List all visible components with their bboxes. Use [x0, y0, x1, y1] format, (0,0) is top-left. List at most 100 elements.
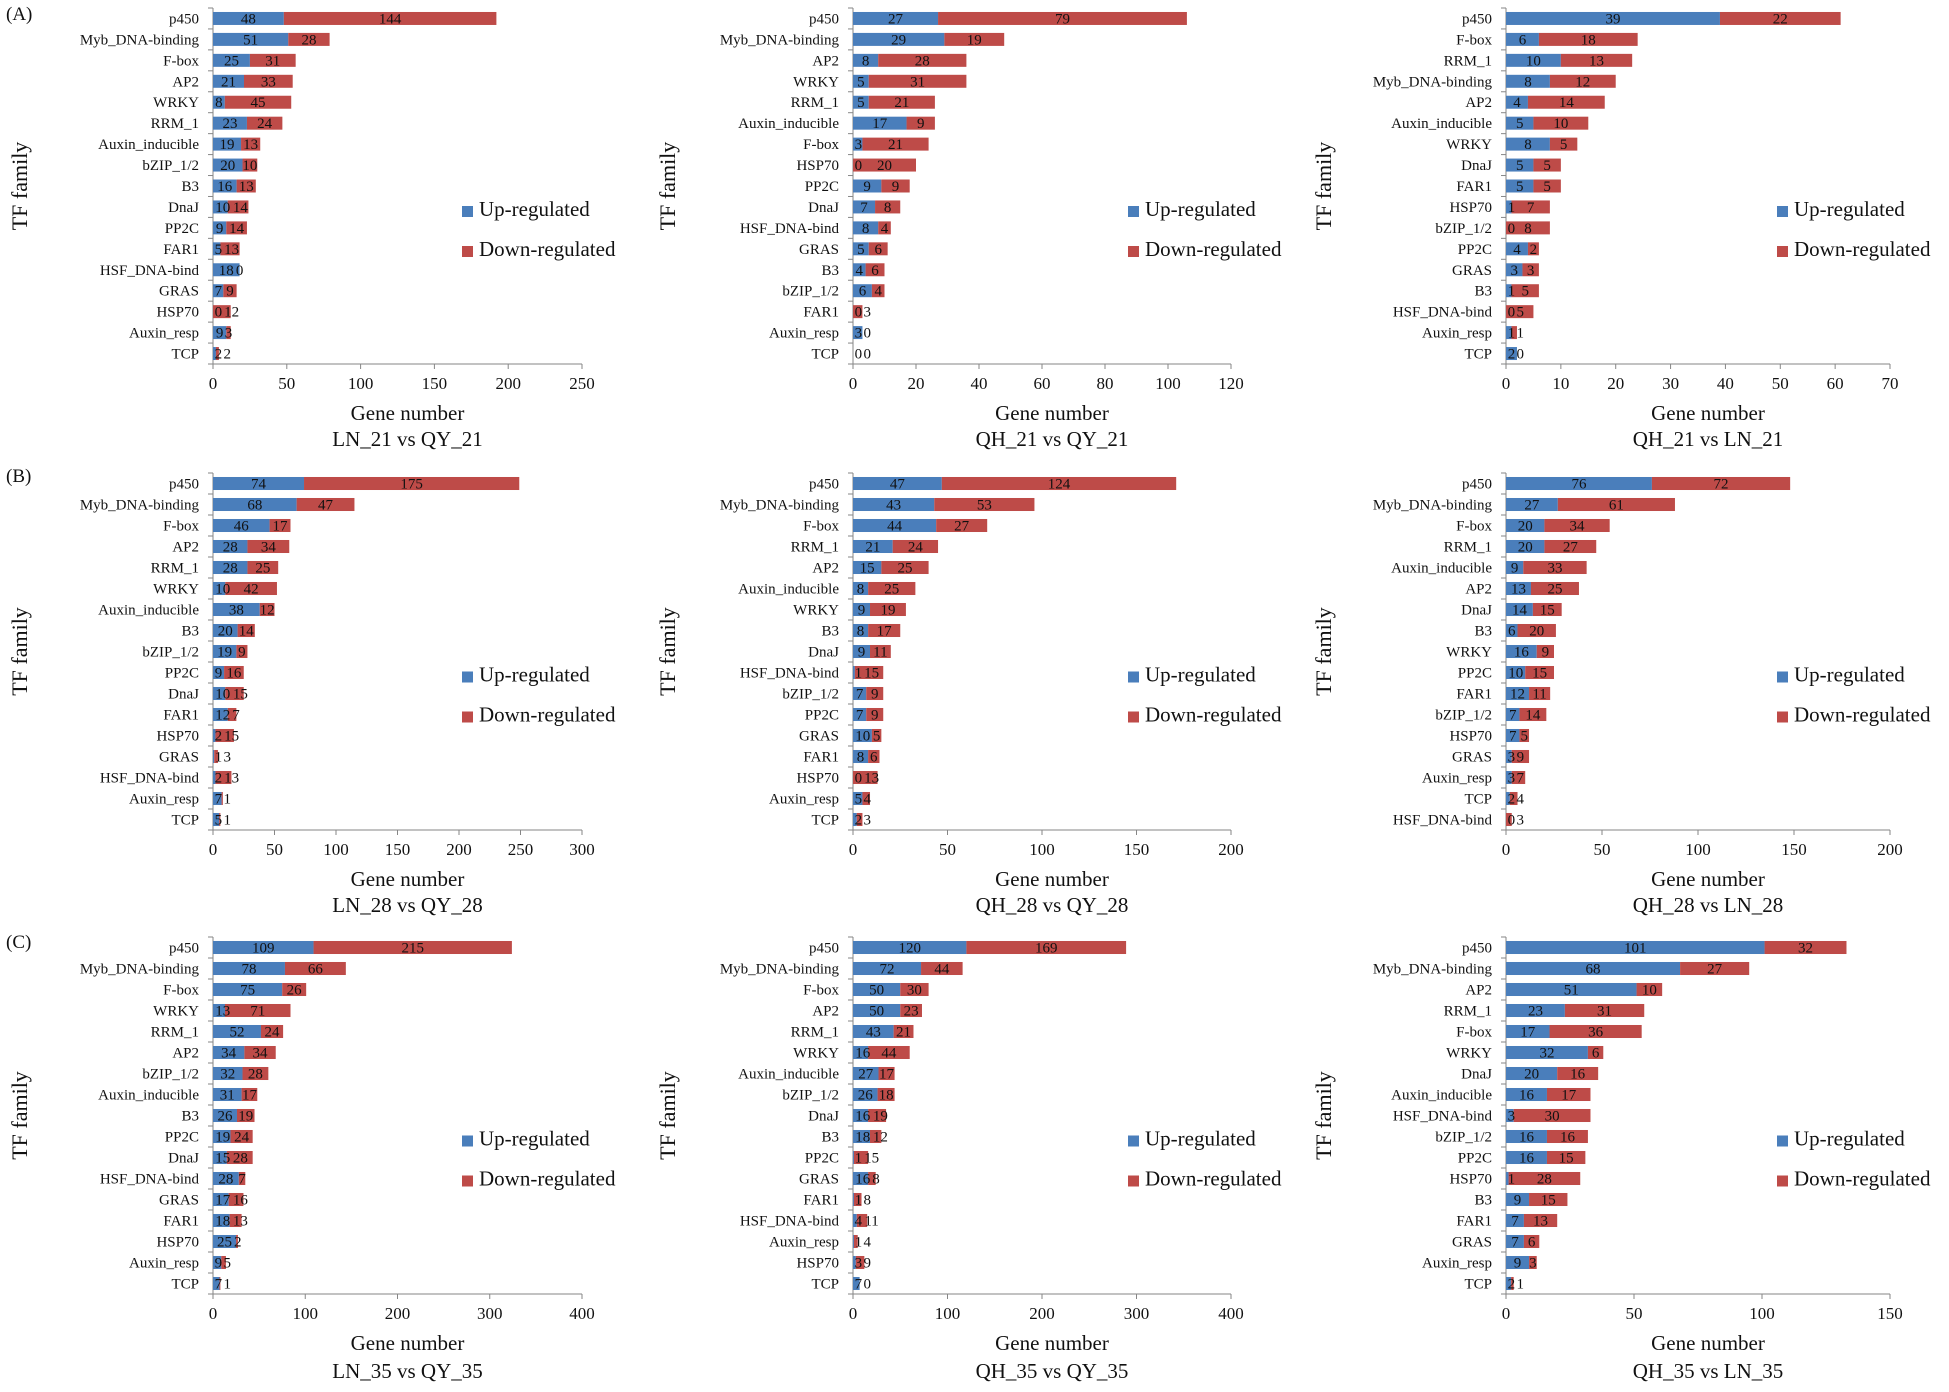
data-label-up: 0: [855, 305, 863, 321]
data-label-up: 8: [862, 53, 870, 69]
x-axis-title: Gene number: [351, 867, 465, 891]
bar-up: [213, 326, 227, 340]
category-label: F-box: [803, 137, 839, 153]
legend-label-down: Down-regulated: [1794, 703, 1931, 727]
data-label-down: 33: [261, 74, 276, 90]
data-label-up: 3: [1510, 263, 1518, 279]
bar-down: [938, 11, 1187, 25]
category-label: RRM_1: [151, 1025, 199, 1041]
data-label-up: 6: [1508, 624, 1516, 640]
bar-up: [213, 665, 225, 680]
bar-up: [853, 539, 893, 554]
bar-down: [238, 1171, 246, 1186]
data-label-down: 3: [1527, 263, 1535, 279]
bar-up: [853, 707, 867, 722]
legend-label-up: Up-regulated: [479, 1127, 590, 1151]
data-label-up: 0: [855, 771, 863, 787]
data-label-up: 3: [855, 137, 863, 153]
category-label: HSP70: [796, 771, 839, 787]
bar-down: [870, 1129, 882, 1144]
data-label-up: 3: [1508, 771, 1516, 787]
data-label-up: 19: [217, 645, 232, 661]
bar-up: [1506, 326, 1512, 340]
data-label-up: 34: [221, 1046, 237, 1062]
bar-up: [213, 518, 270, 533]
y-axis-title: TF family: [7, 142, 32, 231]
data-label-down: 4: [881, 221, 889, 237]
data-label-up: 16: [855, 1109, 871, 1125]
data-label-down: 16: [1570, 1067, 1586, 1083]
bar-up: [213, 791, 222, 806]
data-label-down: 14: [1559, 95, 1575, 111]
bar-down: [1525, 665, 1554, 680]
category-label: GRAS: [799, 1172, 839, 1188]
bar-down: [1651, 476, 1791, 491]
bar-up: [1506, 1024, 1550, 1039]
data-label-up: 9: [1514, 1193, 1522, 1209]
bar-down: [966, 940, 1127, 955]
category-label: B3: [1474, 284, 1492, 300]
data-label-down: 13: [239, 179, 254, 195]
chart-title: LN_21 vs QY_21: [332, 427, 483, 451]
y-axis-title: TF family: [7, 1071, 32, 1160]
bar-up: [853, 602, 871, 617]
category-label: GRAS: [159, 1193, 199, 1209]
bar-down: [213, 305, 231, 319]
data-label-up: 4: [856, 263, 864, 279]
category-label: RRM_1: [791, 95, 839, 111]
data-label-down: 10: [1642, 983, 1657, 999]
data-label-down: 20: [877, 158, 892, 174]
category-label: p450: [169, 11, 199, 27]
category-label: GRAS: [1452, 263, 1492, 279]
bar-up: [853, 1024, 894, 1039]
data-label-up: 2: [215, 729, 223, 745]
legend-swatch-down: [1777, 1175, 1788, 1187]
data-label-up: 9: [215, 666, 223, 682]
data-label-up: 16: [855, 1046, 871, 1062]
bar-up: [853, 11, 939, 25]
data-label-up: 9: [215, 1256, 223, 1272]
data-label-up: 8: [857, 624, 865, 640]
category-label: FAR1: [1456, 687, 1492, 703]
data-label-up: 46: [234, 519, 250, 535]
category-label: Auxin_resp: [1422, 1256, 1492, 1272]
data-label-up: 6: [1519, 32, 1527, 48]
data-label-down: 9: [1517, 750, 1525, 766]
data-label-up: 23: [1528, 1004, 1543, 1020]
data-label-up: 7: [860, 200, 868, 216]
bar-up: [213, 812, 220, 827]
category-label: Myb_DNA-binding: [1373, 74, 1493, 90]
x-tick-label: 200: [385, 1304, 411, 1323]
data-label-down: 34: [253, 1046, 269, 1062]
data-label-down: 8: [863, 1193, 871, 1209]
x-tick-label: 0: [849, 374, 858, 393]
data-label-down: 5: [1543, 179, 1551, 195]
bar-up: [213, 749, 215, 764]
bar-up: [853, 749, 869, 764]
data-label-down: 15: [233, 687, 248, 703]
bar-down: [1523, 1234, 1540, 1249]
data-label-down: 9: [871, 687, 879, 703]
bar-up: [1506, 137, 1550, 151]
data-label-up: 0: [1508, 221, 1516, 237]
category-label: RRM_1: [791, 1025, 839, 1041]
data-label-up: 5: [1516, 179, 1524, 195]
x-tick-label: 30: [1662, 374, 1679, 393]
bar-up: [1506, 1276, 1512, 1291]
bar-down: [1544, 518, 1610, 533]
data-label-up: 1: [1508, 200, 1516, 216]
category-label: F-box: [163, 519, 199, 535]
category-label: B3: [1474, 1193, 1492, 1209]
category-label: F-box: [1456, 32, 1492, 48]
category-label: HSP70: [1449, 200, 1492, 216]
data-label-up: 3: [1508, 750, 1516, 766]
data-label-down: 4: [863, 1235, 871, 1251]
data-label-up: 10: [855, 729, 870, 745]
x-tick-label: 50: [1594, 840, 1611, 859]
x-axis-title: Gene number: [351, 1331, 465, 1355]
data-label-down: 25: [884, 582, 899, 598]
bar-up: [853, 263, 866, 277]
bar-up: [853, 476, 942, 491]
category-label: AP2: [172, 540, 199, 556]
